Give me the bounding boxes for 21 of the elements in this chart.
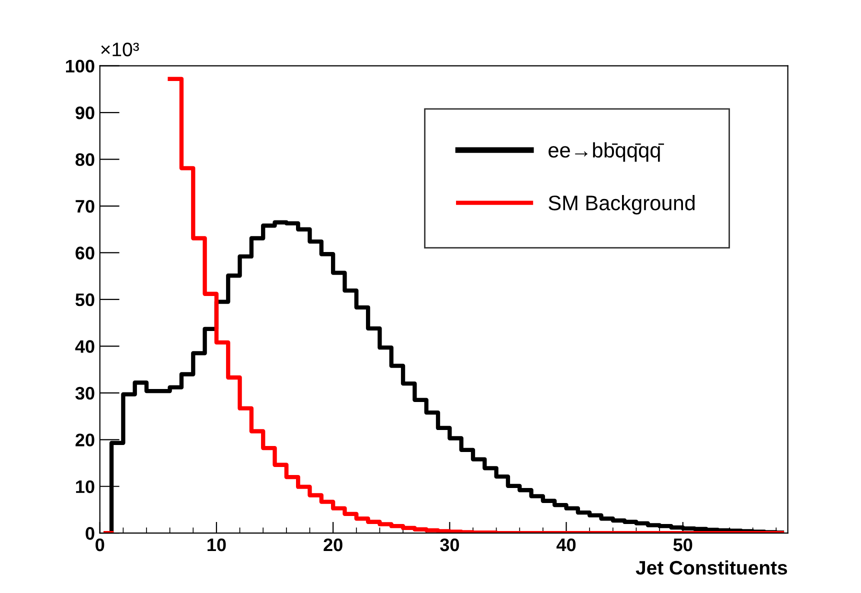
y-tick-label: 90 <box>76 106 94 120</box>
y-tick-label: 50 <box>75 293 94 306</box>
y-tick-label: 70 <box>76 200 94 213</box>
y-tick-label: 0 <box>86 527 94 540</box>
y-tick-label: 80 <box>76 153 94 166</box>
x-axis-title: Jet Constituents <box>636 560 788 575</box>
legend-label: SM Background <box>548 195 695 214</box>
x-tick-label: 30 <box>440 538 459 552</box>
x-tick-label: 20 <box>324 538 342 552</box>
y-tick-label: 60 <box>76 246 94 260</box>
y-tick-label: 20 <box>76 434 94 446</box>
y-tick-label: 100 <box>66 60 94 73</box>
y-tick-label: 40 <box>75 340 94 353</box>
x-tick-label: 10 <box>208 538 226 552</box>
legend-label: ee→bb̄qq̄qq̄ <box>548 142 664 162</box>
y-tick-label: 10 <box>76 480 94 494</box>
x-tick-label: 40 <box>556 538 576 552</box>
x-tick-label: 0 <box>96 538 104 552</box>
x-tick-label: 50 <box>673 538 692 552</box>
text: ×10³ <box>101 42 139 56</box>
y-tick-label: 30 <box>75 386 94 400</box>
